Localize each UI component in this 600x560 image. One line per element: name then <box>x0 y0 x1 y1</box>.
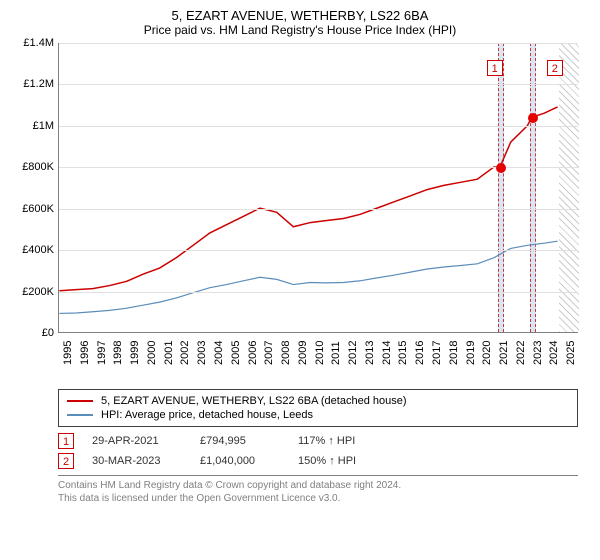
x-axis-label: 1996 <box>79 341 91 365</box>
y-axis-label: £1.2M <box>10 78 54 90</box>
x-axis-label: 2023 <box>532 341 544 365</box>
sale-data-table: 1 29-APR-2021 £794,995 117% ↑ HPI 2 30-MAR-20… <box>58 431 578 471</box>
sale-marker <box>528 113 538 123</box>
x-axis-label: 2008 <box>280 341 292 365</box>
y-axis-label: £800K <box>10 161 54 173</box>
y-axis-label: £1M <box>10 120 54 132</box>
x-axis-label: 2007 <box>263 341 275 365</box>
sale-row: 1 29-APR-2021 £794,995 117% ↑ HPI <box>58 431 578 451</box>
chart-title: 5, EZART AVENUE, WETHERBY, LS22 6BA <box>10 8 590 23</box>
x-axis-label: 2004 <box>213 341 225 365</box>
x-axis-label: 2015 <box>397 341 409 365</box>
x-axis-label: 2017 <box>431 341 443 365</box>
x-axis-label: 1998 <box>112 341 124 365</box>
legend-label: 5, EZART AVENUE, WETHERBY, LS22 6BA (det… <box>101 395 407 407</box>
y-axis-label: £200K <box>10 286 54 298</box>
sale-marker <box>496 163 506 173</box>
sale-row-price: £794,995 <box>200 435 280 447</box>
legend-swatch <box>67 414 93 416</box>
footer-line-2: This data is licensed under the Open Gov… <box>58 492 578 505</box>
gridline-h <box>59 292 578 293</box>
x-axis-label: 2021 <box>498 341 510 365</box>
legend-label: HPI: Average price, detached house, Leed… <box>101 409 313 421</box>
footer-attribution: Contains HM Land Registry data © Crown c… <box>58 475 578 505</box>
x-axis-label: 2020 <box>481 341 493 365</box>
gridline-h <box>59 209 578 210</box>
x-axis-label: 2003 <box>196 341 208 365</box>
x-axis-label: 2018 <box>448 341 460 365</box>
x-axis-label: 2010 <box>314 341 326 365</box>
x-axis-label: 1997 <box>96 341 108 365</box>
x-axis-label: 2005 <box>230 341 242 365</box>
y-axis-label: £400K <box>10 244 54 256</box>
y-axis-label: £0 <box>10 327 54 339</box>
sale-row-index: 2 <box>58 453 74 469</box>
sale-row-date: 30-MAR-2023 <box>92 455 182 467</box>
sale-callout: 1 <box>487 60 503 76</box>
sale-row-pct: 117% ↑ HPI <box>298 435 378 447</box>
sale-row: 2 30-MAR-2023 £1,040,000 150% ↑ HPI <box>58 451 578 471</box>
x-axis-label: 2022 <box>515 341 527 365</box>
x-axis-label: 2001 <box>163 341 175 365</box>
x-axis-label: 2016 <box>414 341 426 365</box>
series-property <box>59 107 557 291</box>
x-axis-label: 2012 <box>347 341 359 365</box>
x-axis-label: 1995 <box>62 341 74 365</box>
x-axis-label: 2014 <box>381 341 393 365</box>
line-layer <box>59 43 578 332</box>
gridline-h <box>59 84 578 85</box>
x-axis-label: 2011 <box>330 341 342 365</box>
x-axis-label: 2013 <box>364 341 376 365</box>
gridline-h <box>59 43 578 44</box>
x-axis-label: 2009 <box>297 341 309 365</box>
sale-row-price: £1,040,000 <box>200 455 280 467</box>
sale-row-index: 1 <box>58 433 74 449</box>
x-axis-label: 2000 <box>146 341 158 365</box>
legend-item: HPI: Average price, detached house, Leed… <box>67 408 569 422</box>
legend-box: 5, EZART AVENUE, WETHERBY, LS22 6BA (det… <box>58 389 578 427</box>
legend-swatch <box>67 400 93 402</box>
footer-line-1: Contains HM Land Registry data © Crown c… <box>58 479 578 492</box>
sale-row-date: 29-APR-2021 <box>92 435 182 447</box>
x-axis-label: 2024 <box>548 341 560 365</box>
chart-area: 12 £0£200K£400K£600K£800K£1M£1.2M£1.4M19… <box>10 43 590 383</box>
y-axis-label: £1.4M <box>10 37 54 49</box>
chart-container: 5, EZART AVENUE, WETHERBY, LS22 6BA Pric… <box>0 0 600 560</box>
plot-region: 12 <box>58 43 578 333</box>
x-axis-label: 2019 <box>465 341 477 365</box>
sale-row-pct: 150% ↑ HPI <box>298 455 378 467</box>
chart-subtitle: Price paid vs. HM Land Registry's House … <box>10 23 590 37</box>
x-axis-label: 1999 <box>129 341 141 365</box>
y-axis-label: £600K <box>10 203 54 215</box>
sale-callout: 2 <box>547 60 563 76</box>
gridline-h <box>59 126 578 127</box>
x-axis-label: 2006 <box>247 341 259 365</box>
gridline-h <box>59 250 578 251</box>
x-axis-label: 2025 <box>565 341 577 365</box>
x-axis-label: 2002 <box>179 341 191 365</box>
legend-item: 5, EZART AVENUE, WETHERBY, LS22 6BA (det… <box>67 394 569 408</box>
